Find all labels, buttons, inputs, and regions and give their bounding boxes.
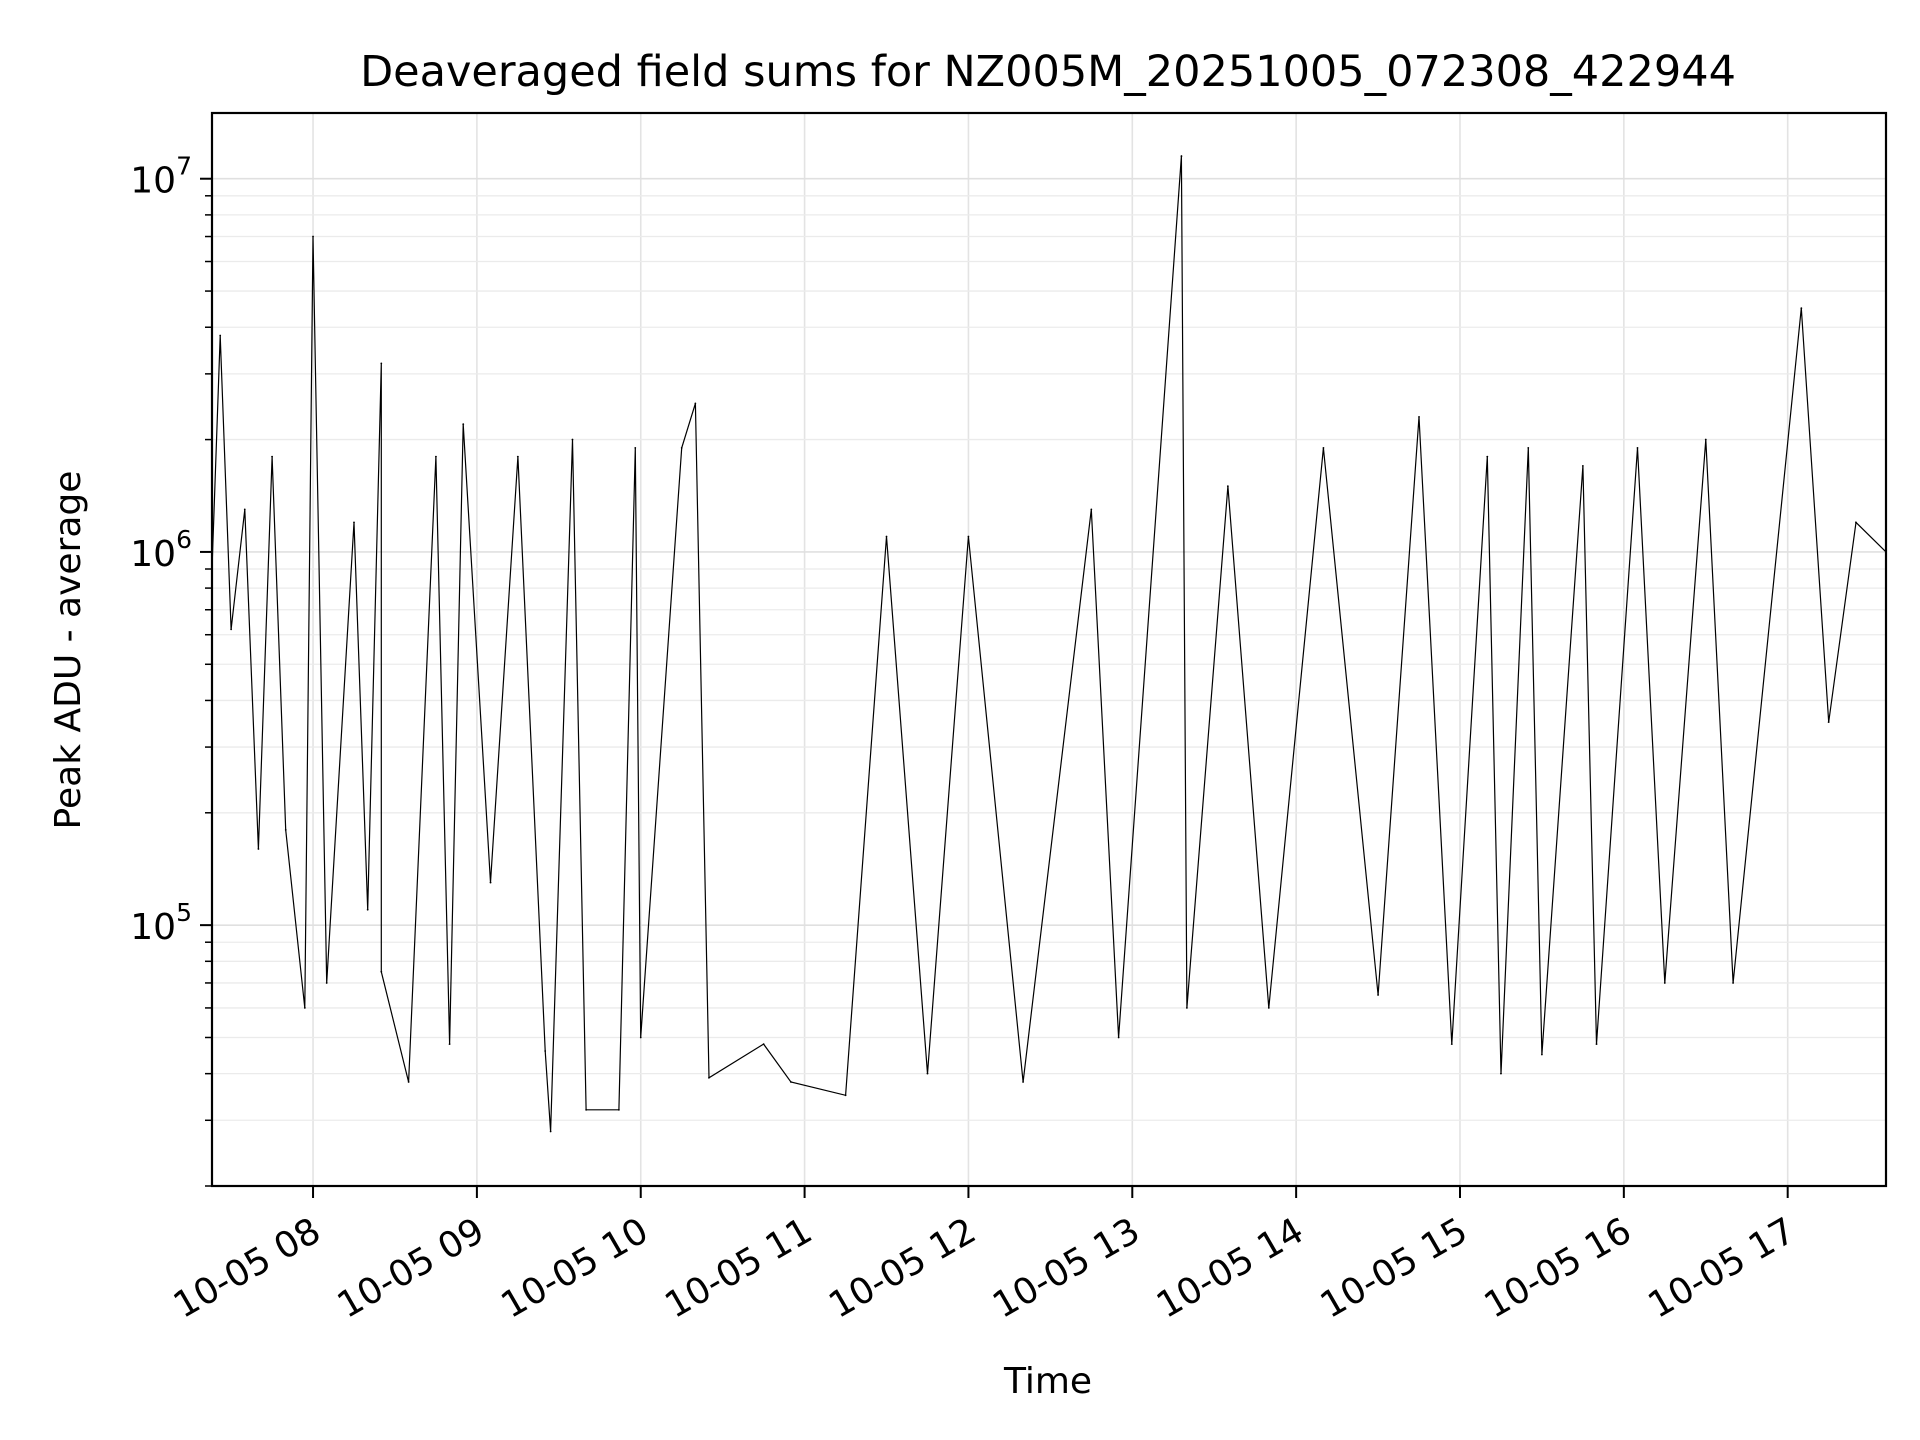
data-point (926, 1072, 929, 1075)
data-point (516, 455, 519, 458)
data-point (1090, 508, 1093, 511)
data-point (1322, 446, 1325, 449)
data-point (634, 446, 637, 449)
data-point (366, 908, 369, 911)
data-point (790, 1081, 792, 1083)
data-point (1732, 982, 1734, 984)
data-point (1267, 1007, 1270, 1009)
data-point (380, 362, 383, 365)
data-point (571, 438, 574, 441)
data-point (353, 521, 355, 524)
data-point (967, 535, 970, 538)
data-point (1800, 307, 1803, 310)
data-point (1595, 1043, 1598, 1046)
data-point (1855, 521, 1857, 524)
y-tick-exponent: 5 (176, 898, 192, 927)
y-tick-label: 105 (130, 898, 192, 948)
data-point (325, 982, 328, 984)
data-point (639, 1036, 642, 1039)
data-point (312, 235, 314, 238)
data-point (284, 828, 287, 831)
data-point (1827, 721, 1830, 723)
data-point (1581, 465, 1584, 467)
data-point (885, 535, 888, 538)
data-point (544, 1050, 547, 1052)
data-point (1226, 485, 1229, 488)
data-point (617, 1108, 620, 1111)
data-point (257, 848, 260, 850)
data-point (1663, 982, 1666, 984)
data-point (303, 1007, 306, 1009)
data-point (1186, 1007, 1188, 1009)
data-point (549, 1130, 552, 1133)
data-point (230, 628, 233, 631)
data-point (462, 423, 465, 426)
data-point (694, 402, 697, 405)
data-point (1704, 438, 1707, 441)
y-tick-exponent: 6 (176, 525, 192, 554)
data-point (1377, 994, 1379, 996)
data-point (680, 446, 683, 449)
data-point (435, 455, 437, 458)
y-tick-base: 10 (130, 161, 176, 202)
data-point (1486, 455, 1489, 458)
y-axis-label: Peak ADU - average (48, 471, 89, 830)
data-point (1450, 1043, 1453, 1046)
data-point (585, 1108, 588, 1111)
data-point (1500, 1072, 1502, 1075)
data-point (1022, 1081, 1024, 1083)
data-point (271, 455, 273, 458)
data-point (219, 334, 222, 337)
data-point (708, 1076, 710, 1079)
y-tick-base: 10 (130, 907, 176, 948)
data-point (1418, 416, 1420, 418)
data-point (448, 1043, 451, 1046)
data-point (380, 970, 383, 973)
y-tick-label: 106 (130, 525, 192, 575)
data-point (1117, 1036, 1120, 1039)
data-point (407, 1081, 410, 1083)
data-point (1636, 446, 1639, 449)
data-point (762, 1043, 765, 1046)
data-point (1527, 446, 1530, 449)
data-layer (211, 155, 1887, 1133)
chart-title: Deaveraged field sums for NZ005M_2025100… (360, 47, 1736, 97)
data-point (489, 881, 492, 884)
data-point (243, 508, 246, 511)
y-tick-base: 10 (130, 534, 176, 575)
data-point (1180, 155, 1183, 157)
data-point (1541, 1053, 1543, 1056)
y-tick-exponent: 7 (176, 152, 192, 181)
y-tick-label: 107 (130, 152, 192, 202)
data-point (844, 1094, 847, 1097)
x-axis-label: Time (1003, 1361, 1092, 1402)
plot-frame (210, 111, 1888, 1188)
